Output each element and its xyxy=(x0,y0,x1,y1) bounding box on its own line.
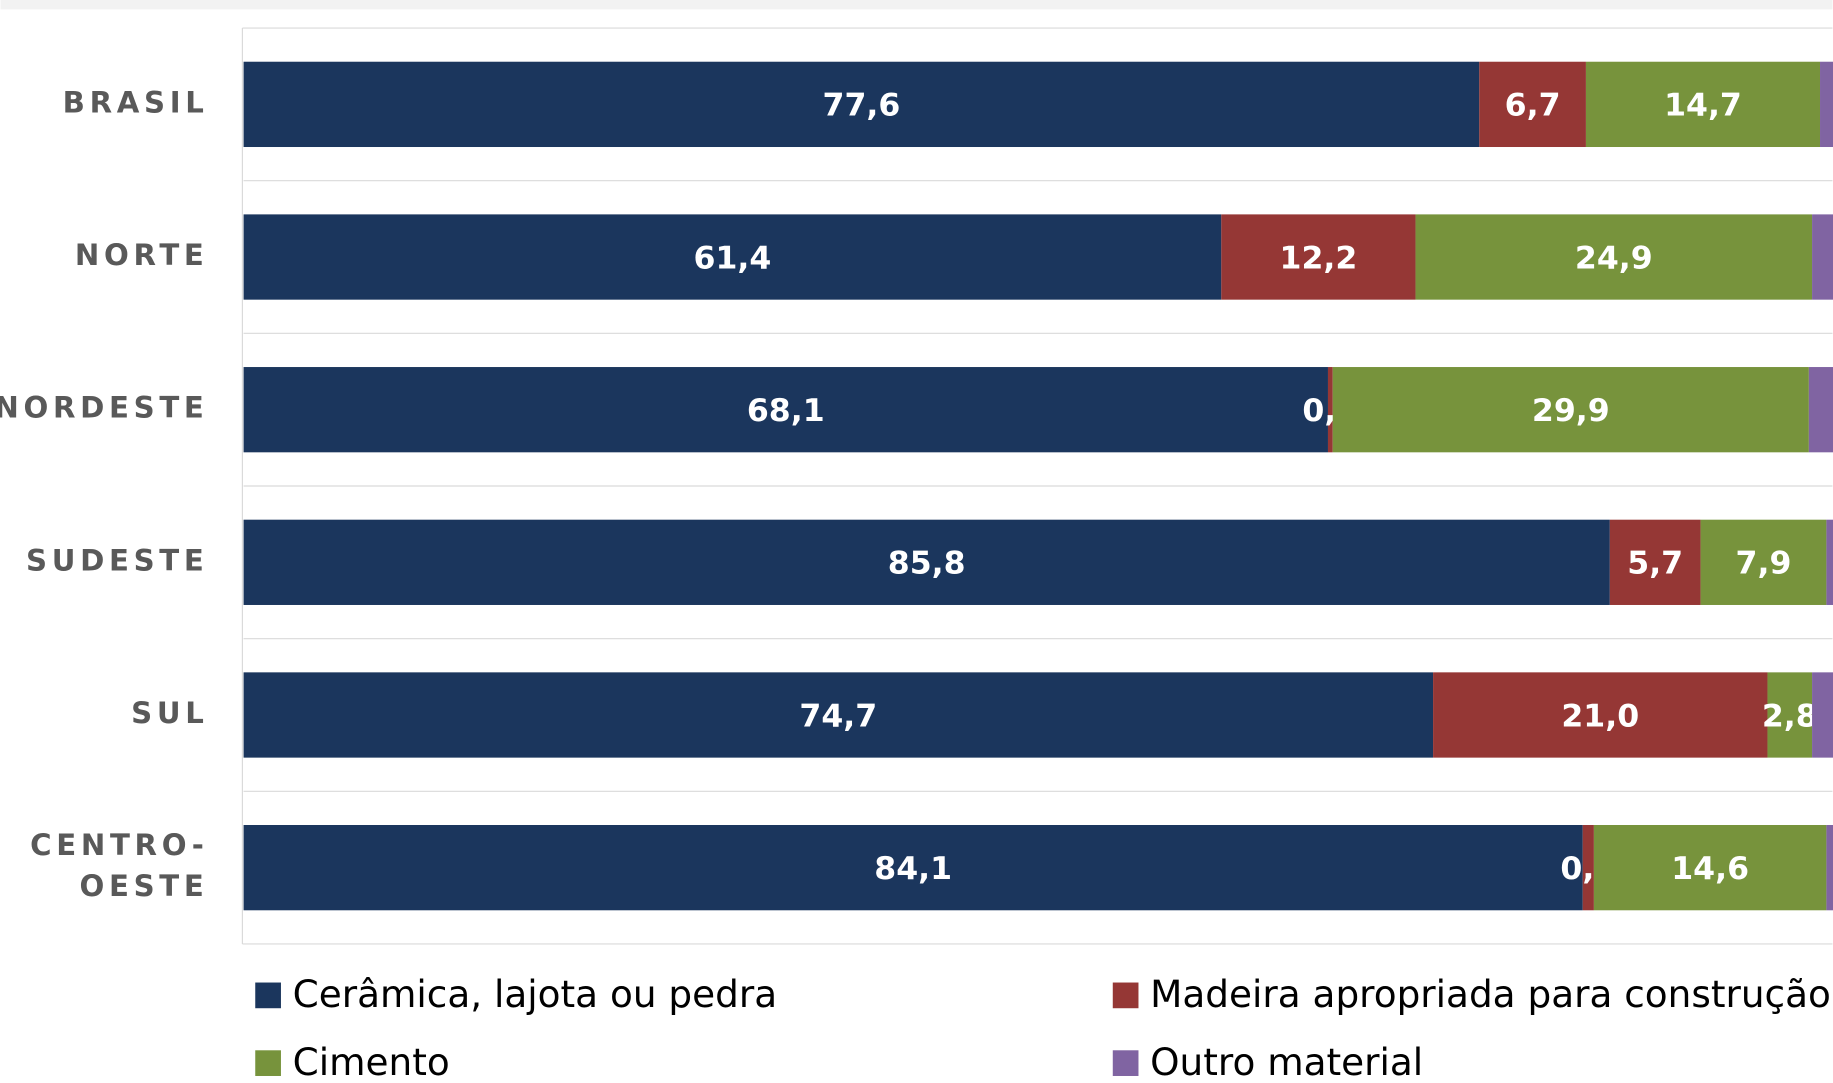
bar-segment xyxy=(1826,825,1833,911)
legend-swatch xyxy=(1112,982,1139,1009)
data-label: 61,4 xyxy=(694,240,772,276)
bar-segment xyxy=(1700,519,1827,605)
data-label: 5,7 xyxy=(1627,546,1683,582)
bar-segment xyxy=(1812,214,1833,300)
bar-segment xyxy=(243,61,1480,148)
data-label: 85,8 xyxy=(888,546,966,582)
legend-label: Cimento xyxy=(293,1040,450,1083)
bar-segment xyxy=(1820,61,1833,148)
category-label: SUDESTE xyxy=(26,543,208,577)
bar-segment xyxy=(1433,672,1768,758)
data-label: 2,8 xyxy=(1762,698,1818,734)
category-label: NORDESTE xyxy=(0,391,209,425)
data-label: 24,9 xyxy=(1575,240,1653,276)
bar-segment xyxy=(1767,672,1813,758)
data-label: 29,9 xyxy=(1532,393,1610,429)
bar-segment xyxy=(243,367,1328,453)
bar-segment xyxy=(1415,214,1813,300)
bar-segment xyxy=(1327,367,1333,453)
data-label: 7,9 xyxy=(1736,546,1792,582)
data-label: 77,6 xyxy=(823,88,901,124)
bar-segment xyxy=(1593,825,1827,911)
bar-segment xyxy=(243,519,1610,605)
legend-swatch xyxy=(1112,1050,1139,1076)
bar-segment xyxy=(1221,214,1416,300)
data-label: 14,6 xyxy=(1671,851,1749,887)
data-label: 14,7 xyxy=(1664,88,1742,124)
bar-segment xyxy=(1808,367,1833,453)
legend-swatch xyxy=(255,982,281,1009)
bar-segment xyxy=(1812,672,1833,758)
bar-segment xyxy=(1609,519,1701,605)
category-label: CENTRO-OESTE xyxy=(30,828,208,903)
data-label: 68,1 xyxy=(747,393,825,429)
bar-segment xyxy=(243,825,1583,911)
bar-segment xyxy=(1332,367,1809,453)
bar-segment xyxy=(243,672,1434,758)
data-label: 74,7 xyxy=(799,698,877,734)
data-label: 21,0 xyxy=(1561,698,1639,734)
bar-segment xyxy=(1479,61,1586,148)
data-label: 12,2 xyxy=(1280,240,1358,276)
data-label: 6,7 xyxy=(1505,88,1561,124)
top-strip xyxy=(0,0,1833,10)
category-label: NORTE xyxy=(75,238,209,272)
bar-segment xyxy=(1585,61,1821,148)
legend-swatch xyxy=(255,1050,281,1076)
legend-label: Cerâmica, lajota ou pedra xyxy=(293,972,778,1016)
bar-segment xyxy=(243,214,1222,300)
category-label: BRASIL xyxy=(63,85,209,119)
bar-segment xyxy=(1582,825,1594,911)
category-label: SUL xyxy=(131,696,208,730)
legend-label: Outro material xyxy=(1150,1040,1423,1083)
bar-segment xyxy=(1826,519,1833,605)
legend-label: Madeira apropriada para construção xyxy=(1150,972,1831,1016)
data-label: 84,1 xyxy=(874,851,952,887)
